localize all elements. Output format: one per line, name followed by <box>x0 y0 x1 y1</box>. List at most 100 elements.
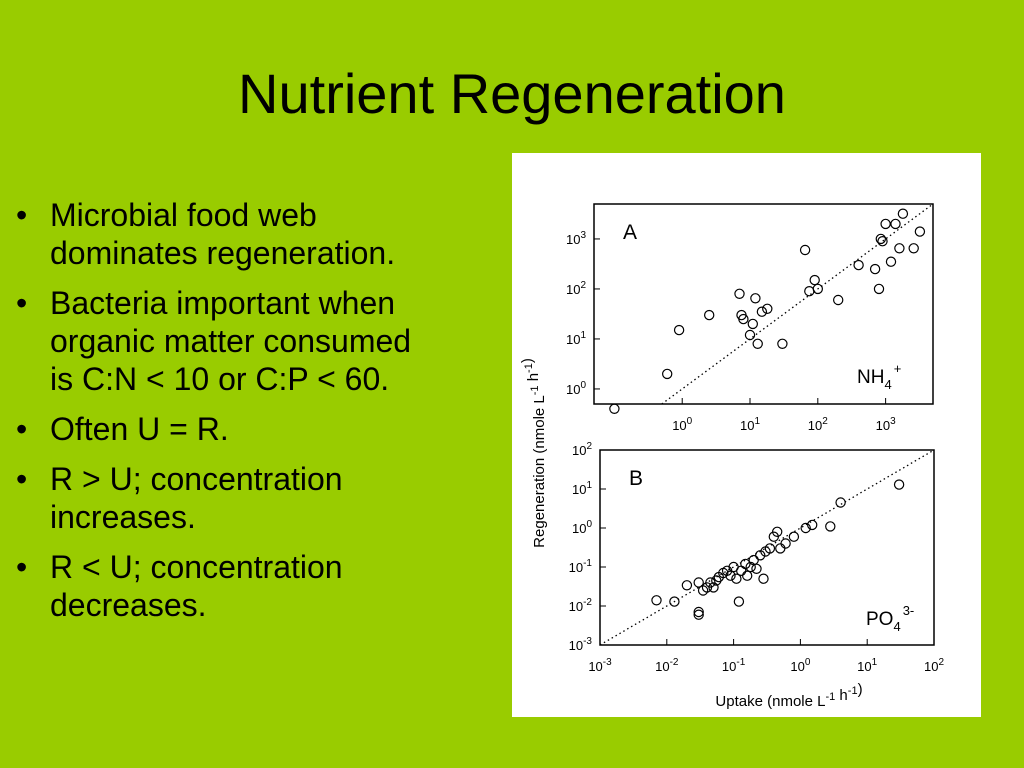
data-point <box>873 283 885 295</box>
x-tick-label: 100 <box>790 657 810 674</box>
data-point <box>853 259 864 271</box>
one-to-one-line <box>661 203 934 405</box>
y-tick-label: 100 <box>566 380 586 397</box>
y-tick-label: 101 <box>566 330 586 347</box>
scatter-figure: 100 101 102 103 100 101 102 103 A NH4+ 10-3 10-2 10… <box>512 153 981 717</box>
data-point <box>745 561 756 573</box>
y-tick-label: 10-2 <box>569 597 593 614</box>
data-point <box>740 558 751 570</box>
x-axis-label: Uptake (nmole L-1 h-1) <box>715 681 862 710</box>
data-point <box>758 573 769 584</box>
bullet-line: decreases. <box>50 587 207 623</box>
data-point <box>693 577 704 588</box>
bullet-dot: • <box>16 285 28 321</box>
data-point <box>885 256 897 267</box>
data-point <box>764 543 776 554</box>
data-point <box>738 313 749 325</box>
data-point <box>669 596 680 607</box>
data-point <box>894 243 905 254</box>
x-tick-label: 100 <box>672 416 692 433</box>
data-point <box>809 274 820 286</box>
x-tick-label: 102 <box>808 416 828 433</box>
one-to-one-line <box>599 449 935 646</box>
data-point <box>703 309 715 321</box>
bullet-dot: • <box>16 549 28 585</box>
data-point <box>812 283 823 295</box>
data-point <box>711 575 722 586</box>
data-point <box>708 582 719 593</box>
data-point <box>777 338 788 349</box>
y-tick-label: 100 <box>572 519 592 536</box>
data-point <box>799 244 811 256</box>
bullet-list: • Microbial food web dominates regeneratio… <box>14 196 514 636</box>
ion-annotation: NH4+ <box>857 361 901 392</box>
x-tick-label: 102 <box>924 657 944 674</box>
data-point <box>833 294 844 306</box>
bullet-line: Microbial food web <box>50 197 317 233</box>
y-tick-label: 102 <box>572 441 592 458</box>
data-point <box>747 318 758 330</box>
y-tick-label: 102 <box>566 280 586 297</box>
y-tick-label: 10-1 <box>569 558 593 575</box>
data-point <box>741 570 753 581</box>
bullet-dot: • <box>16 461 28 497</box>
data-point <box>869 263 881 275</box>
x-tick-label: 10-1 <box>722 657 746 674</box>
data-point <box>752 338 763 349</box>
data-point <box>735 565 747 576</box>
data-point <box>914 226 926 237</box>
data-point <box>780 538 791 549</box>
data-point <box>880 218 891 230</box>
y-tick-label: 103 <box>566 230 586 247</box>
data-point <box>693 609 704 620</box>
data-point <box>775 543 786 554</box>
data-point <box>744 329 756 341</box>
data-point <box>734 288 745 299</box>
data-point <box>877 235 888 247</box>
bullet-line: is C:N < 10 or C:P < 60. <box>50 361 390 397</box>
data-point <box>661 368 673 380</box>
plot-frame <box>599 449 935 646</box>
slide-title: Nutrient Regeneration <box>238 62 786 125</box>
data-point <box>875 233 886 245</box>
data-point <box>754 550 766 561</box>
bullet-item: • R > U; concentration increases. <box>14 460 514 536</box>
panel-label: B <box>629 467 643 490</box>
bullet-line: organic matter consumed <box>50 323 412 359</box>
ion-annotation: PO43- <box>866 603 914 634</box>
panel-b: 10-3 10-2 10-1 100 101 102 10-3 10-2 10-1 100 101 1… <box>569 441 945 674</box>
data-point <box>731 573 742 584</box>
bullet-line: R < U; concentration <box>50 549 343 585</box>
bullet-line: dominates regeneration. <box>50 235 396 271</box>
data-point <box>751 563 762 574</box>
x-tick-label: 103 <box>876 416 896 433</box>
y-tick-label: 101 <box>572 480 592 497</box>
bullet-line: R > U; concentration <box>50 461 343 497</box>
data-point <box>835 497 846 508</box>
data-point <box>772 526 783 537</box>
data-point <box>750 293 761 304</box>
plot-frame <box>593 203 934 405</box>
data-point <box>800 522 811 534</box>
bullet-line: Often U = R. <box>50 411 229 447</box>
data-point <box>693 606 704 618</box>
data-point <box>897 208 909 219</box>
x-tick-label: 101 <box>740 416 760 433</box>
data-point <box>762 303 773 314</box>
data-point <box>609 403 620 414</box>
data-point <box>651 595 662 606</box>
y-axis-label: Regeneration (nmole L-1 h-1) <box>519 358 548 548</box>
data-point <box>681 580 693 591</box>
data-point <box>673 324 685 336</box>
bullet-line: Bacteria important when <box>50 285 396 321</box>
data-point <box>893 479 905 490</box>
bullet-dot: • <box>16 197 28 233</box>
panel-a: 100 101 102 103 100 101 102 103 A NH4+ <box>566 203 934 433</box>
bullet-item: • Bacteria important when organic matter c… <box>14 284 514 398</box>
data-point <box>825 521 836 532</box>
x-tick-label: 101 <box>857 657 877 674</box>
data-point <box>908 243 919 254</box>
bullet-item: • R < U; concentration decreases. <box>14 548 514 624</box>
x-tick-label: 10-2 <box>655 657 679 674</box>
